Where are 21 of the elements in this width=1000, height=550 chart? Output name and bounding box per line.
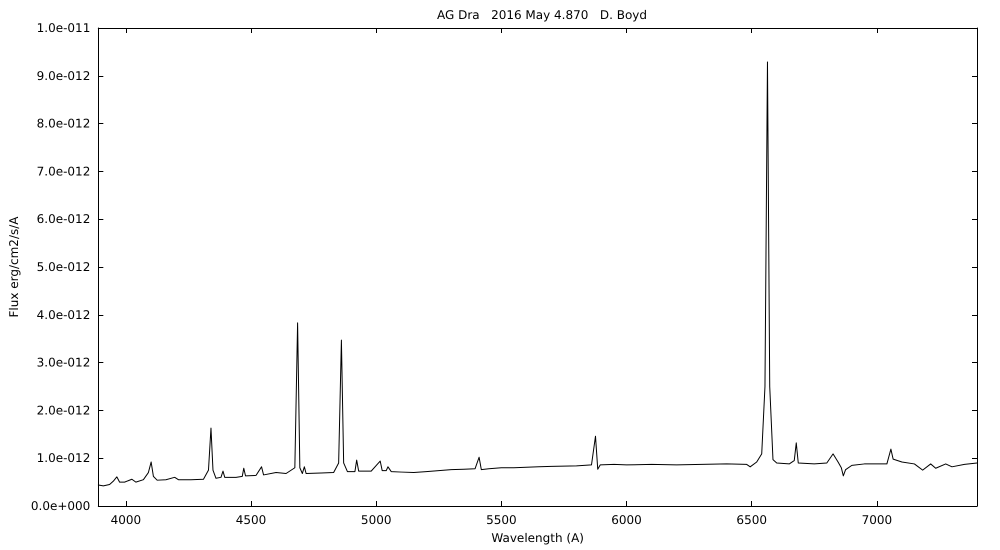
y-tick-label: 7.0e-012 [36,164,90,178]
x-tick-label: 6000 [611,513,642,527]
x-tick-label: 7000 [862,513,892,527]
y-tick-label: 0.0e+000 [30,499,90,513]
y-tick-label: 2.0e-012 [36,403,90,418]
y-axis-title: Flux erg/cm2/s/A [7,216,21,318]
y-tick-label: 1.0e-012 [36,451,90,466]
chart-title: AG Dra 2016 May 4.870 D. Boyd [436,8,648,22]
y-tick-label: 4.0e-012 [36,308,90,322]
x-axis-title: Wavelength (A) [491,531,584,545]
y-tick-label: 9.0e-012 [36,68,90,83]
x-tick-label: 5000 [360,513,392,527]
x-tick-label: 4000 [110,513,142,527]
y-tick-label: 8.0e-012 [36,116,90,131]
y-tick-label: 5.0e-012 [36,260,90,274]
y-tick-label: 1.0e-011 [36,21,90,35]
x-tick-label: 5500 [486,513,517,527]
x-tick-label: 6500 [736,513,767,527]
x-tick-label: 4500 [236,513,266,527]
y-tick-label: 3.0e-012 [36,356,90,370]
y-tick-label: 6.0e-012 [36,212,90,226]
